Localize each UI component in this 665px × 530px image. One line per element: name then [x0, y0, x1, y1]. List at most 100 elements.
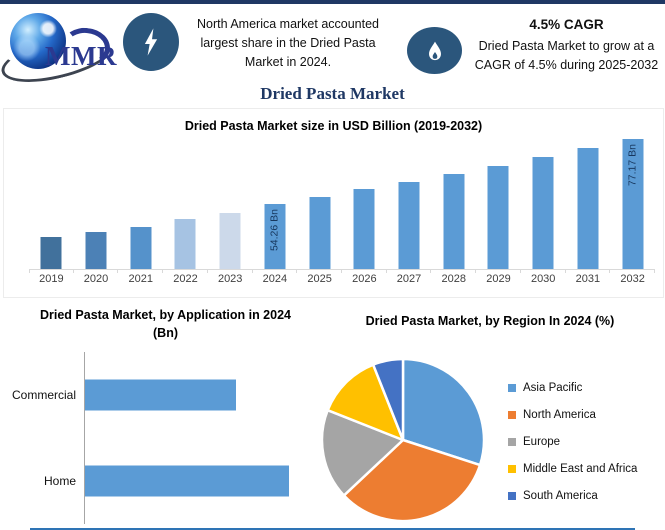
cagr-title: 4.5% CAGR [529, 17, 604, 32]
bar-2019 [40, 237, 62, 269]
legend-label: Middle East and Africa [523, 462, 638, 475]
legend-item: Europe [508, 428, 637, 455]
x-axis-label: 2029 [486, 273, 511, 285]
axis-tick [29, 269, 30, 273]
axis-tick [430, 269, 432, 273]
bar-column-2031: 2031 [566, 139, 611, 285]
legend-item: South America [508, 482, 637, 509]
bar-column-2032: 77.17 Bn 2032 [610, 139, 655, 285]
pie-slice-europe [320, 408, 405, 497]
bar-column-2030: 2030 [521, 139, 566, 285]
y-axis-label-commercial: Commercial [11, 388, 76, 402]
market-size-chart-title: Dried Pasta Market size in USD Billion (… [184, 119, 483, 133]
bar-column-2025: 2025 [297, 139, 342, 285]
bar-column-2026: 2026 [342, 139, 387, 285]
hbar-home [85, 465, 289, 497]
bar-2027 [398, 182, 420, 269]
flame-badge [407, 27, 462, 74]
bar-2024: 54.26 Bn [264, 204, 286, 269]
bar-2029 [487, 166, 509, 269]
axis-tick [162, 269, 164, 273]
bar-column-2029: 2029 [476, 139, 521, 285]
legend-swatch [508, 491, 516, 500]
bar-2021 [130, 227, 152, 269]
bar-column-2027: 2027 [387, 139, 432, 285]
bar-2030 [532, 157, 554, 269]
region-pie [320, 357, 486, 523]
bar-2032: 77.17 Bn [622, 139, 644, 269]
x-axis-label: 2032 [620, 273, 645, 285]
application-axis-labels: Commercial Home [8, 352, 76, 524]
application-chart: Dried Pasta Market, by Application in 20… [8, 306, 323, 526]
logo-text: MMR [45, 41, 117, 71]
bar-2020 [85, 232, 107, 269]
bar-column-2023: 2023 [208, 139, 253, 285]
axis-tick [564, 269, 566, 273]
bar-column-2020: 2020 [74, 139, 119, 285]
x-axis-label: 2031 [575, 273, 601, 285]
legend-item: Middle East and Africa [508, 455, 637, 482]
bar-value-label: 54.26 Bn [268, 209, 281, 252]
application-chart-title: Dried Pasta Market, by Application in 20… [39, 308, 291, 341]
region-chart: Dried Pasta Market, by Region In 2024 (%… [315, 312, 665, 530]
x-axis-label: 2023 [217, 273, 243, 285]
bar-2031 [577, 148, 599, 269]
axis-tick [117, 269, 119, 273]
hbar-row-home [85, 438, 320, 524]
bar-2026 [353, 189, 375, 269]
bar-value-label: 77.17 Bn [626, 144, 639, 187]
axis-tick [340, 269, 342, 273]
region-chart-title: Dried Pasta Market, by Region In 2024 (%… [365, 314, 615, 328]
lightning-icon [144, 28, 158, 56]
application-plot [84, 352, 320, 524]
axis-tick [206, 269, 208, 273]
legend-item: Asia Pacific [508, 374, 637, 401]
axis-tick [385, 269, 387, 273]
x-axis-label: 2024 [262, 273, 288, 285]
x-axis-label: 2028 [441, 273, 467, 285]
pie-slice-south-america [371, 357, 405, 442]
y-axis-label-home: Home [43, 474, 76, 488]
hbar-row-commercial [85, 352, 320, 438]
x-axis-label: 2019 [39, 273, 64, 285]
legend-label: South America [523, 489, 598, 502]
page-title: Dried Pasta Market [260, 84, 405, 103]
top-border [0, 0, 665, 4]
bar-2028 [443, 174, 465, 269]
pie-slice-north-america [342, 438, 482, 523]
legend-swatch [508, 437, 516, 446]
x-axis-label: 2020 [83, 273, 109, 285]
axis-tick [609, 269, 611, 273]
bar-column-2028: 2028 [431, 139, 477, 285]
legend-swatch [508, 464, 516, 473]
legend-item: North America [508, 401, 637, 428]
header-highlight-text: North America market accounted largest s… [196, 17, 380, 69]
hbar-commercial [85, 379, 236, 411]
market-size-plot: 2019 2020 2021 2022 2023 54.26 Bn 2024 2025 2026… [29, 139, 655, 285]
axis-tick [475, 269, 477, 273]
legend-label: North America [523, 408, 596, 421]
x-axis-label: 2026 [352, 273, 377, 285]
lightning-badge [123, 13, 179, 71]
pie-slice-middle-east-and-africa [326, 363, 405, 442]
legend-swatch [508, 383, 516, 392]
mmr-logo: MMR [0, 8, 120, 92]
flame-icon [428, 41, 441, 60]
globe-icon [10, 13, 66, 69]
region-legend: Asia Pacific North America Europe Middle Ea… [508, 374, 637, 509]
bar-column-2024: 54.26 Bn 2024 [253, 139, 298, 285]
bar-2025 [309, 197, 331, 269]
bar-column-2022: 2022 [163, 139, 208, 285]
x-axis-label: 2022 [173, 273, 198, 285]
bar-column-2021: 2021 [118, 139, 164, 285]
x-axis-label: 2027 [396, 273, 422, 285]
bottom-border [30, 528, 635, 530]
x-axis-label: 2030 [530, 273, 556, 285]
bar-2023 [219, 213, 241, 269]
bar-column-2019: 2019 [29, 139, 74, 285]
axis-tick [653, 269, 655, 273]
x-axis-label: 2025 [307, 273, 332, 285]
axis-tick [296, 269, 298, 273]
axis-tick [251, 269, 253, 273]
